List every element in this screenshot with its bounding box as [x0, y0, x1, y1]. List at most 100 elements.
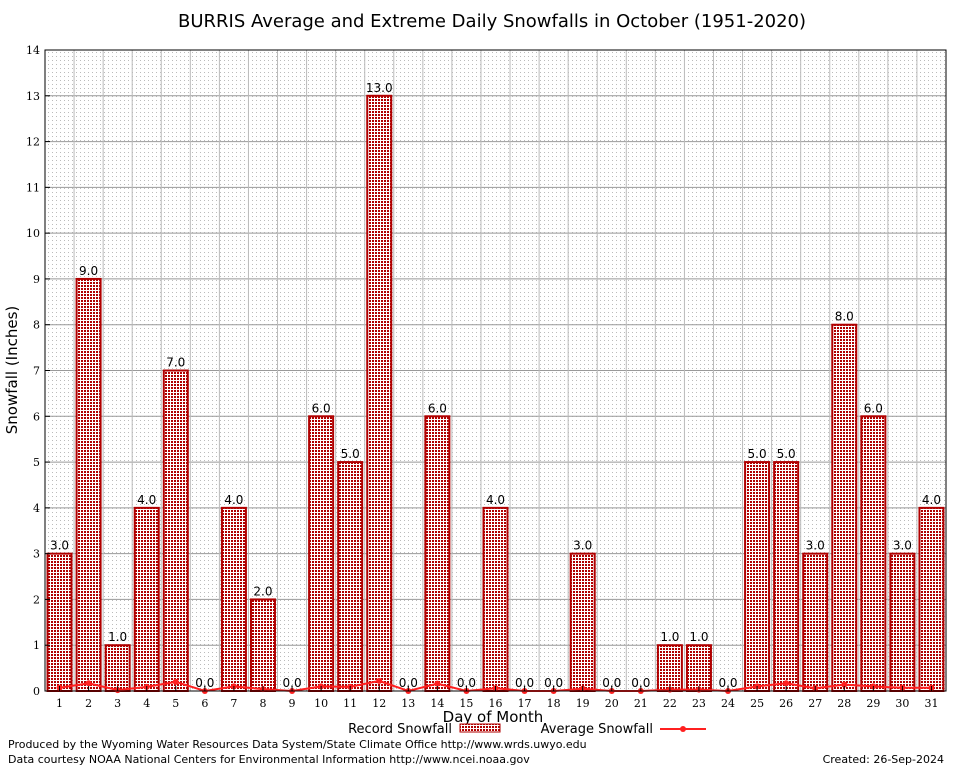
y-tick-label: 13: [26, 90, 40, 103]
bar-value-label: 2.0: [253, 584, 272, 598]
bar-value-label: 0.0: [399, 676, 418, 690]
x-tick-label: 15: [459, 697, 473, 710]
x-tick-label: 10: [314, 697, 328, 710]
record-bar: [46, 552, 73, 693]
bar-value-label: 4.0: [486, 493, 505, 507]
legend-average-marker: [680, 726, 686, 732]
x-tick-label: 3: [114, 697, 121, 710]
bar-value-label: 0.0: [544, 676, 563, 690]
y-tick-label: 10: [26, 227, 40, 240]
bar-value-label: 0.0: [602, 676, 621, 690]
x-tick-label: 4: [143, 697, 150, 710]
bar-value-label: 9.0: [79, 264, 98, 278]
average-point: [376, 677, 383, 684]
x-tick-label: 9: [289, 697, 296, 710]
y-tick-label: 12: [26, 136, 40, 149]
x-tick-label: 26: [779, 697, 793, 710]
record-bar: [104, 644, 131, 693]
record-bar: [75, 277, 102, 692]
x-tick-label: 29: [866, 697, 880, 710]
x-tick-label: 16: [489, 697, 503, 710]
x-tick-label: 5: [172, 697, 179, 710]
y-tick-label: 14: [26, 44, 40, 57]
bar-value-label: 4.0: [224, 493, 243, 507]
average-point: [783, 680, 790, 687]
x-tick-label: 14: [430, 697, 444, 710]
record-bar: [162, 369, 189, 692]
bar-value-label: 7.0: [166, 356, 185, 370]
x-tick-label: 1: [56, 697, 63, 710]
bar-value-label: 1.0: [108, 630, 127, 644]
record-bar: [802, 552, 829, 693]
x-tick-label: 31: [924, 697, 938, 710]
record-bar: [424, 415, 451, 692]
x-tick-label: 19: [576, 697, 590, 710]
bar-value-label: 0.0: [283, 676, 302, 690]
record-bar: [773, 461, 800, 693]
x-tick-label: 27: [808, 697, 822, 710]
x-tick-label: 11: [343, 697, 357, 710]
bar-value-label: 8.0: [835, 310, 854, 324]
record-bar: [656, 644, 683, 693]
y-tick-label: 1: [33, 639, 40, 652]
record-bar: [889, 552, 916, 693]
record-bar: [831, 323, 858, 692]
footer-produced: Produced by the Wyoming Water Resources …: [8, 738, 587, 751]
bar-value-label: 3.0: [893, 539, 912, 553]
bar-value-label: 3.0: [573, 539, 592, 553]
bar-value-label: 4.0: [922, 493, 941, 507]
record-bar: [249, 598, 276, 693]
footer-courtesy: Data courtesy NOAA National Centers for …: [8, 753, 530, 766]
bar-value-label: 6.0: [428, 401, 447, 415]
bar-value-label: 0.0: [195, 676, 214, 690]
x-tick-label: 24: [721, 697, 735, 710]
record-bar: [918, 506, 945, 692]
y-tick-label: 3: [33, 548, 40, 561]
bar-value-label: 1.0: [660, 630, 679, 644]
x-tick-label: 21: [634, 697, 648, 710]
x-tick-label: 25: [750, 697, 764, 710]
legend-average-label: Average Snowfall: [541, 722, 653, 737]
average-point: [85, 680, 92, 687]
bar-value-label: 6.0: [864, 401, 883, 415]
bar-value-label: 0.0: [457, 676, 476, 690]
record-bar: [482, 506, 509, 692]
y-tick-label: 7: [33, 365, 40, 378]
legend: Record Snowfall Average Snowfall: [348, 722, 706, 737]
y-tick-label: 2: [33, 593, 40, 606]
record-bar: [685, 644, 712, 693]
bar-value-label: 13.0: [366, 81, 393, 95]
legend-record-label: Record Snowfall: [348, 722, 452, 737]
chart-title: BURRIS Average and Extreme Daily Snowfal…: [178, 11, 806, 32]
bar-value-label: 5.0: [777, 447, 796, 461]
record-bar: [366, 94, 393, 693]
x-tick-label: 13: [401, 697, 415, 710]
y-tick-label: 4: [33, 502, 40, 515]
footer-created: Created: 26-Sep-2024: [823, 753, 944, 766]
x-tick-label: 20: [605, 697, 619, 710]
y-tick-label: 11: [26, 181, 40, 194]
x-tick-label: 28: [837, 697, 851, 710]
x-tick-label: 17: [518, 697, 532, 710]
bar-value-label: 5.0: [748, 447, 767, 461]
record-bar: [220, 506, 247, 692]
x-axis-label: Day of Month: [443, 708, 544, 726]
record-bar: [337, 461, 364, 693]
y-tick-label: 5: [33, 456, 40, 469]
record-bar: [569, 552, 596, 693]
x-tick-label: 22: [663, 697, 677, 710]
x-tick-label: 30: [895, 697, 909, 710]
bar-value-label: 0.0: [515, 676, 534, 690]
y-tick-label: 8: [33, 319, 40, 332]
bar-value-label: 3.0: [806, 539, 825, 553]
bar-value-label: 5.0: [341, 447, 360, 461]
legend-record-swatch: [459, 723, 501, 733]
x-tick-label: 7: [230, 697, 237, 710]
record-bar: [860, 415, 887, 692]
y-tick-label: 0: [33, 685, 40, 698]
bar-value-label: 4.0: [137, 493, 156, 507]
average-point: [841, 681, 848, 688]
bar-value-label: 0.0: [631, 676, 650, 690]
bar-value-label: 0.0: [718, 676, 737, 690]
